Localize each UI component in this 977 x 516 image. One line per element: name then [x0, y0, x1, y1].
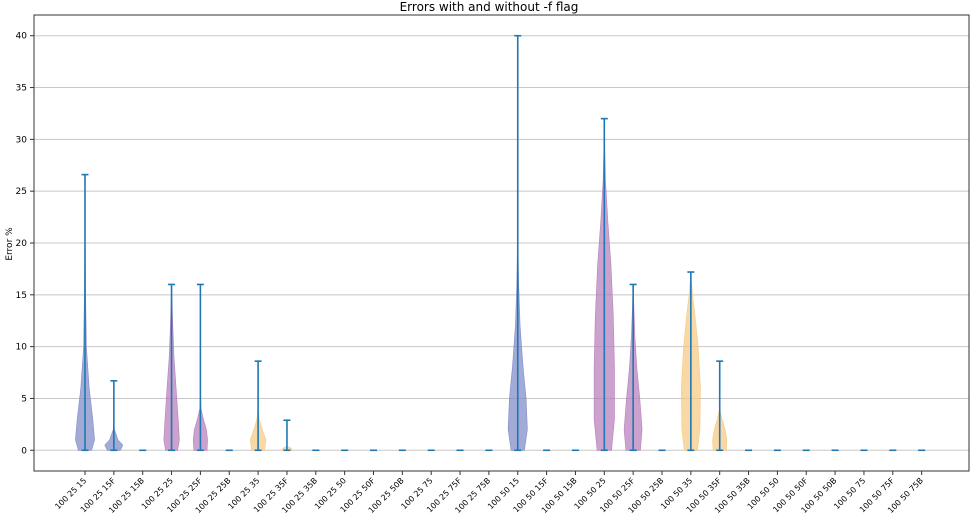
y-axis-ticks: 0 5 10 15 20 25 30 35 40: [16, 32, 34, 456]
grid-lines: [34, 35, 969, 451]
chart-title: Errors with and without -f flag: [400, 0, 579, 14]
y-tick-label: 10: [16, 343, 28, 353]
y-tick-label: 0: [21, 446, 27, 456]
violin-statistics: [81, 34, 926, 452]
y-tick-label: 20: [16, 239, 28, 249]
y-axis-label: Error %: [5, 227, 15, 261]
y-tick-label: 5: [21, 394, 27, 404]
y-tick-label: 30: [16, 135, 28, 145]
y-tick-label: 35: [16, 84, 27, 94]
y-tick-label: 25: [16, 187, 27, 197]
y-tick-label: 40: [16, 32, 28, 42]
y-tick-label: 15: [16, 291, 27, 301]
